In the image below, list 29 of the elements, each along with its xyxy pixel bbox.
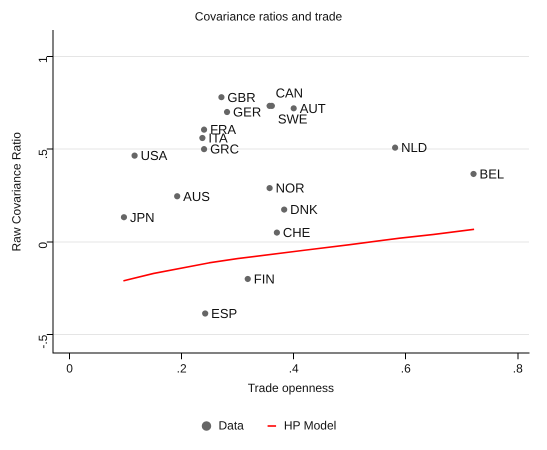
- annotation: GER: [233, 104, 262, 120]
- annotation: GBR: [227, 90, 256, 105]
- annotation: BEL: [480, 166, 504, 182]
- annotation: CHE: [282, 225, 311, 240]
- legend-label: Data: [218, 418, 244, 432]
- x-axis-title: Trade openness: [248, 381, 334, 396]
- legend-label: HP Model: [284, 418, 336, 432]
- annotation: FIN: [254, 272, 275, 287]
- annotation: USA: [140, 148, 168, 164]
- x-tick-label: 0: [66, 362, 74, 376]
- annotation: AUT: [300, 100, 326, 116]
- chart-title: Covariance ratios and trade: [194, 10, 343, 24]
- annotation: NLD: [401, 140, 428, 156]
- x-tick-label: .8: [512, 362, 524, 376]
- annotation: AUS: [183, 188, 210, 204]
- y-tick-label: -.5: [36, 334, 50, 349]
- annotation: DNK: [290, 202, 318, 218]
- x-tick-label: .4: [288, 362, 300, 376]
- x-tick-label: .2: [176, 362, 187, 376]
- y-tick-label: 0: [36, 242, 50, 249]
- y-axis-title: Raw Covariance Ratio: [10, 132, 24, 252]
- annotation: CAN: [276, 85, 304, 100]
- annotation: JPN: [130, 210, 155, 225]
- x-tick-label: .6: [400, 362, 412, 376]
- y-tick-label: 1: [36, 56, 50, 64]
- y-tick-label: .5: [36, 148, 50, 160]
- annotation: NOR: [276, 180, 304, 196]
- annotation: ESP: [211, 306, 238, 322]
- annotation: GRC: [210, 142, 239, 157]
